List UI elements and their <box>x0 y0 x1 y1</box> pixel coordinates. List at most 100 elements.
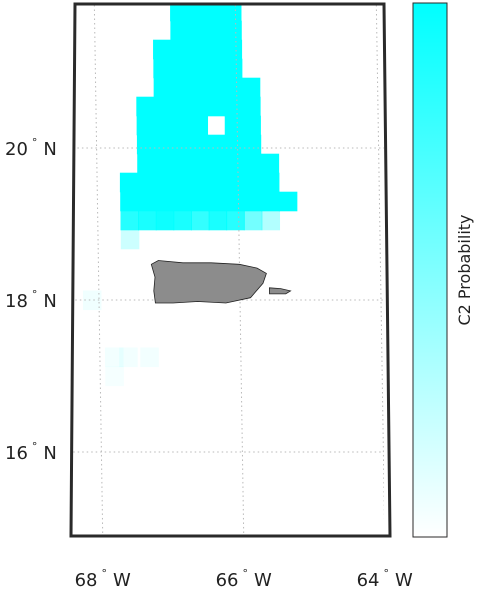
probability-cell <box>172 134 191 155</box>
probability-cell <box>208 172 227 193</box>
probability-cell <box>207 134 226 155</box>
probability-cell <box>260 172 280 193</box>
probability-cell <box>206 58 225 79</box>
longitude-labels: 68 ° W 66 ° W 64 ° W <box>75 567 413 591</box>
probability-cell <box>222 4 242 22</box>
probability-cell <box>188 77 208 98</box>
land-vieques <box>268 287 292 295</box>
probability-cell <box>155 191 174 212</box>
probability-cell <box>242 134 262 155</box>
probability-cell <box>172 153 192 174</box>
probability-cell <box>172 172 192 193</box>
colorbar-gradient <box>412 2 448 538</box>
probability-cell <box>260 153 280 174</box>
probability-cell <box>137 191 157 212</box>
probability-cell <box>223 39 243 60</box>
probability-cell <box>261 191 280 212</box>
probability-cell <box>223 58 243 79</box>
probability-cell <box>187 4 207 22</box>
probability-cell <box>138 210 157 231</box>
probability-cell <box>136 96 155 117</box>
probability-cell <box>173 210 192 231</box>
probability-cell <box>105 347 124 368</box>
probability-cell <box>224 96 243 117</box>
probability-cell <box>242 96 261 117</box>
probability-cell <box>155 210 175 231</box>
probability-cell <box>153 39 172 60</box>
latitude-labels: 20 ° N 18 ° N 16 ° N <box>5 136 57 464</box>
probability-cell <box>119 172 139 193</box>
probability-cell <box>226 210 245 231</box>
probability-cell <box>191 210 210 231</box>
probability-cell <box>120 229 140 250</box>
probability-cell <box>205 39 225 60</box>
probability-cell <box>170 20 189 41</box>
probability-cell <box>120 210 140 231</box>
probability-cell <box>140 347 159 368</box>
probability-cell <box>189 134 209 155</box>
probability-cell <box>206 96 226 117</box>
probability-cell <box>241 77 261 98</box>
probability-cell <box>206 77 226 98</box>
land-layer <box>150 260 292 304</box>
lat-tick-label: 16 ° N <box>5 440 57 464</box>
probability-cell <box>225 153 244 174</box>
probability-cell <box>190 191 210 212</box>
probability-cell <box>120 191 139 212</box>
probability-cell <box>278 191 298 212</box>
map-panel: 20 ° N 18 ° N 16 ° N 68 ° W 66 ° W 64 ° W <box>5 2 413 591</box>
probability-cell <box>154 115 173 136</box>
probability-cell <box>243 172 262 193</box>
lat-tick-label: 20 ° N <box>5 136 57 160</box>
probability-cell <box>173 191 192 212</box>
probability-cell <box>225 172 245 193</box>
probability-cell <box>207 153 227 174</box>
probability-cell <box>170 58 190 79</box>
probability-cell <box>224 77 243 98</box>
probability-cell <box>205 4 224 22</box>
probability-cell <box>153 58 172 79</box>
probability-cell <box>154 134 174 155</box>
probability-cell <box>153 96 173 117</box>
probability-cell <box>153 77 173 98</box>
probability-cell <box>170 4 189 22</box>
probability-cell <box>208 210 228 231</box>
lon-tick-label: 64 ° W <box>357 567 413 591</box>
probability-cell <box>190 153 209 174</box>
probability-cell <box>188 58 208 79</box>
land-puerto-rico <box>150 260 267 304</box>
probability-cell <box>171 96 191 117</box>
probability-cell <box>119 347 138 368</box>
probability-cell <box>155 172 174 193</box>
probability-cell <box>242 115 261 136</box>
lon-tick-label: 66 ° W <box>216 567 272 591</box>
lon-tick-label: 68 ° W <box>75 567 131 591</box>
lat-tick-label: 18 ° N <box>5 288 57 312</box>
probability-cell <box>225 191 245 212</box>
colorbar-label: C2 Probability <box>455 214 474 325</box>
probability-cell <box>243 210 263 231</box>
probability-cell <box>136 134 156 155</box>
probability-cell <box>105 366 124 387</box>
probability-cell <box>224 115 244 136</box>
probability-cell <box>243 191 263 212</box>
probability-cell <box>190 172 209 193</box>
probability-layer <box>82 4 298 387</box>
probability-cell <box>208 191 227 212</box>
probability-cell <box>242 153 262 174</box>
probability-cell <box>189 115 209 136</box>
probability-cell <box>225 134 244 155</box>
probability-cell <box>170 39 190 60</box>
probability-cell <box>223 20 242 41</box>
probability-cell <box>205 20 225 41</box>
probability-cell <box>137 172 157 193</box>
probability-cell <box>82 290 102 311</box>
probability-cell <box>188 20 207 41</box>
probability-cell <box>261 210 281 231</box>
probability-cell <box>171 115 191 136</box>
probability-cell <box>188 39 207 60</box>
colorbar: C2 Probability <box>412 2 474 538</box>
map-frame <box>69 2 392 538</box>
probability-cell <box>171 77 190 98</box>
